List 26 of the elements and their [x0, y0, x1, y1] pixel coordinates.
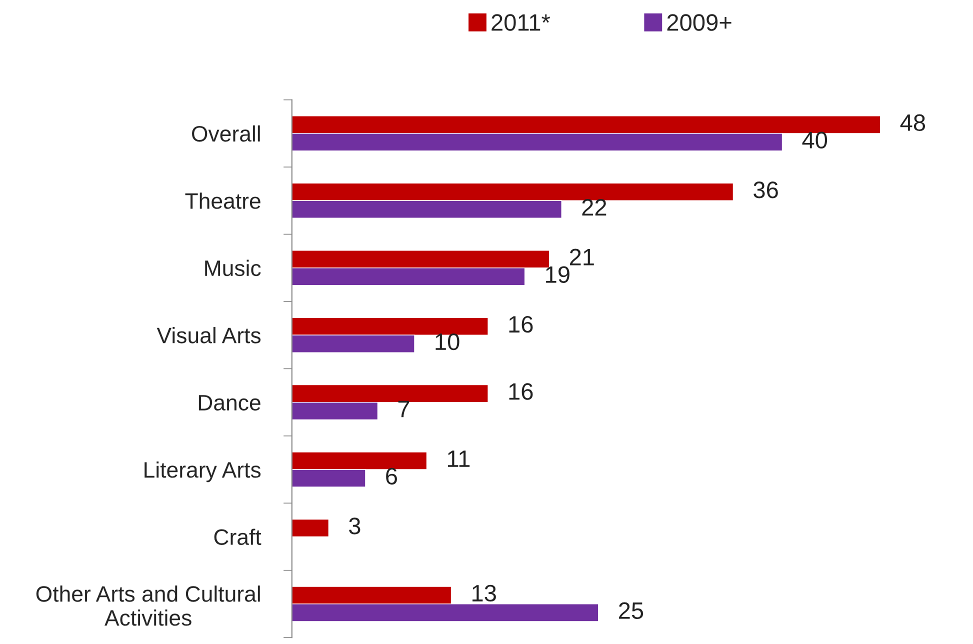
data-label: 10 [436, 333, 460, 350]
y-tick-label: Theatre [185, 192, 260, 209]
data-label: 21 [570, 248, 594, 266]
data-label: 36 [754, 182, 778, 198]
legend-label: 2009+ [667, 14, 732, 31]
data-label: 16 [509, 383, 533, 400]
bar [292, 518, 330, 538]
data-label: 40 [802, 132, 828, 149]
data-label: 3 [349, 518, 360, 534]
data-label: 7 [398, 400, 410, 418]
y-tick-label: Other Arts and Cultural Activities [36, 586, 260, 626]
data-label: 13 [472, 584, 496, 602]
data-label: 11 [448, 450, 470, 467]
y-tick-label: Literary Arts [144, 461, 261, 482]
y-tick-label: Overall [192, 125, 260, 142]
y-tick-label: Visual Arts [156, 327, 261, 344]
data-label: 16 [509, 316, 533, 333]
y-tick-label: Music [205, 260, 261, 276]
data-label: 22 [582, 199, 606, 216]
y-tick-label: Dance [198, 395, 260, 411]
legend-label: 2011* [492, 14, 550, 31]
y-tick-label: Craft [214, 528, 262, 546]
data-label: 19 [546, 266, 570, 283]
data-label: 25 [619, 602, 644, 620]
data-label: 6 [386, 468, 397, 485]
data-label: 48 [900, 114, 926, 132]
